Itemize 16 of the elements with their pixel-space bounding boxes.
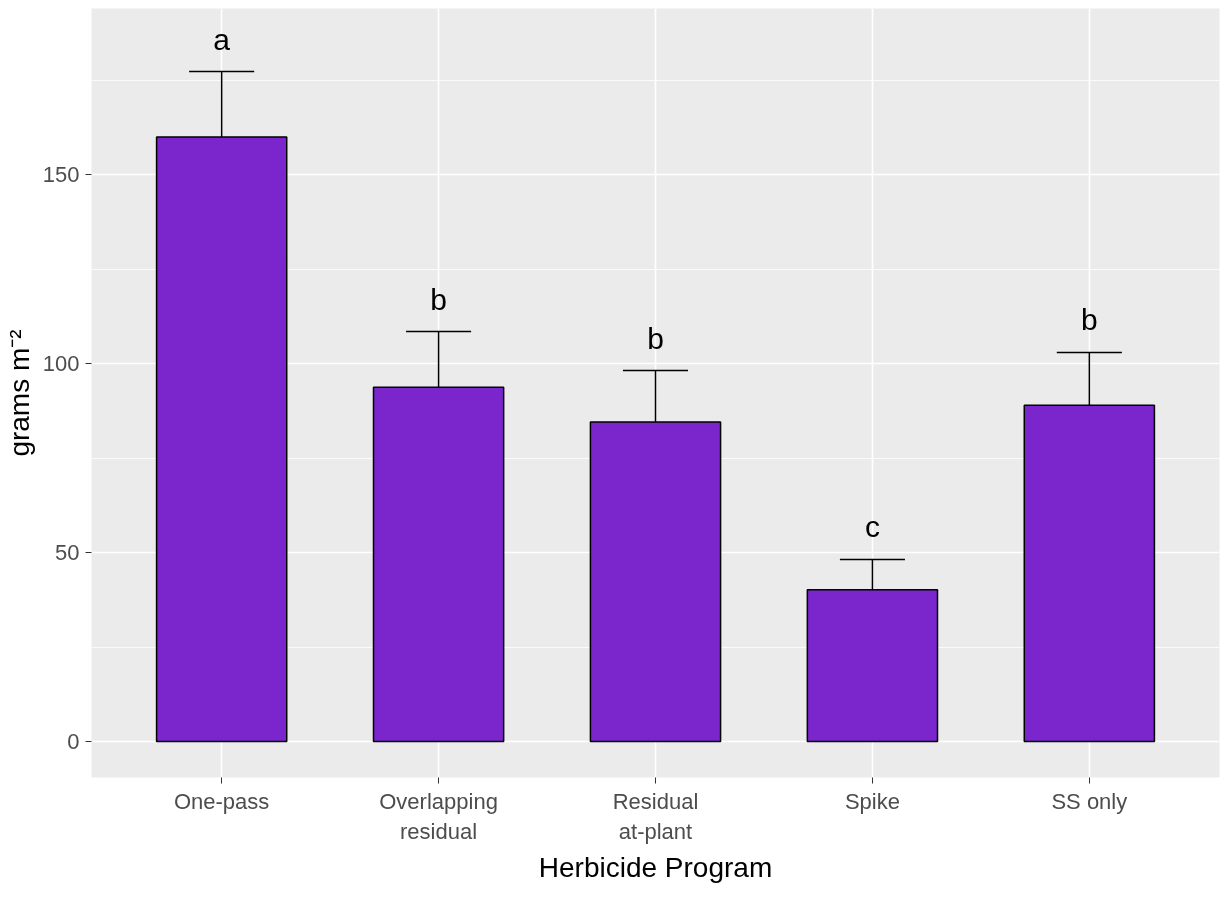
- annotation: b: [430, 282, 447, 316]
- x-tick-label: Residual at-plant: [612, 788, 699, 844]
- annotation: b: [647, 321, 664, 355]
- y-axis-title: grams m⁻²: [3, 329, 35, 457]
- annotation: b: [1081, 303, 1098, 337]
- y-tick-label: 50: [55, 540, 80, 566]
- x-tick-label: One-pass: [173, 788, 270, 814]
- y-tick-label: 0: [67, 729, 80, 755]
- x-axis-title: Herbicide Program: [538, 851, 773, 883]
- annotation: a: [213, 22, 231, 56]
- y-tick-label: 150: [42, 162, 80, 188]
- y-tick-label: 100: [42, 351, 80, 377]
- x-tick-label: SS only: [1051, 788, 1128, 814]
- x-tick-label: Overlapping residual: [379, 788, 498, 844]
- x-tick-label: Spike: [844, 788, 900, 814]
- annotation: c: [864, 510, 880, 544]
